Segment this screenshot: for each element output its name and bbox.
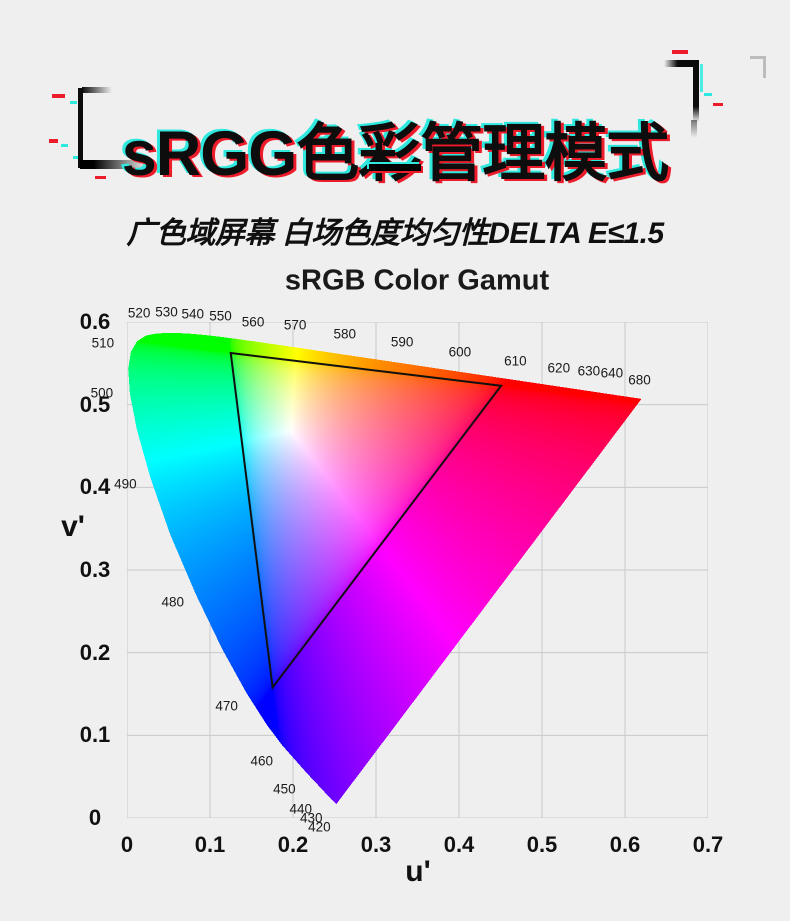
wavelength-label: 520 [127,305,151,321]
wavelength-label: 630 [577,363,601,379]
wavelength-label: 620 [547,360,571,376]
wavelength-label: 560 [241,314,265,330]
glitch-bracket-right-bar [693,60,699,122]
wavelength-label: 540 [181,306,205,322]
x-tick-label: 0.1 [194,832,226,857]
glitch-fragment [61,144,68,147]
wavelength-label: 420 [308,819,331,835]
glitch-fragment [691,120,697,138]
wavelength-label: 490 [114,476,137,492]
chromaticity-plot: 520 530 540 550 560 570 580 590 600 610 620 630 640 6… [91,304,708,835]
glitch-fragment [52,94,65,98]
y-tick-label: 0.6 [79,309,111,334]
y-tick-label: 0 [88,805,102,830]
page-subtitle: 广色域屏幕 白场色度均匀性DELTA E≤1.5 [126,216,664,250]
wavelength-label: 440 [289,801,313,817]
y-tick-label: 0.2 [79,639,111,665]
wavelength-label: 590 [390,334,414,350]
wavelength-label: 680 [628,372,651,388]
glitch-fragment [713,103,723,106]
glitch-fragment [49,139,58,143]
wavelength-label: 510 [91,335,115,351]
chromaticity-canvas [127,322,708,818]
glitch-fragment [700,64,703,92]
chart-title: sRGB Color Gamut [284,264,550,297]
wavelength-label: 430 [300,810,323,826]
wavelength-label: 550 [209,308,232,324]
glitch-bracket-left-bar [78,88,83,168]
wavelength-label: 470 [215,698,238,714]
x-tick-label: 0.4 [443,832,475,857]
wavelength-label: 460 [250,753,274,769]
glitch-bracket-right-bar [664,60,698,67]
wavelength-label: 480 [161,594,184,610]
glitch-fragment [763,56,766,78]
y-tick-label: 0.4 [79,474,111,500]
title-underline [369,164,421,171]
glitch-fragment [672,50,688,54]
x-tick-label: 0.2 [277,832,309,857]
y-tick-label: 0.5 [79,391,111,417]
x-axis-title: u' [405,855,431,888]
glitch-fragment [70,101,77,104]
wavelength-label: 530 [155,304,178,320]
x-tick-label: 0 [120,832,134,857]
glitch-fragment [704,93,712,96]
y-tick-label: 0.3 [79,557,111,582]
wavelength-label: 610 [504,353,527,369]
y-tick-label: 0.1 [79,722,111,748]
x-tick-label: 0.3 [360,832,392,857]
glitch-fragment [82,87,112,93]
wavelength-label: 500 [90,385,114,401]
glitch-fragment [750,56,766,59]
glitch-fragment [80,160,148,169]
x-tick-label: 0.5 [526,832,558,857]
x-tick-label: 0.7 [692,832,724,857]
glitch-fragment [73,156,78,159]
y-axis-title: v' [61,510,85,543]
wavelength-label: 640 [600,365,624,381]
glitch-fragment [95,176,106,179]
wavelength-label: 600 [448,344,472,360]
wavelength-label: 450 [273,781,296,797]
wavelength-label: 580 [333,326,356,342]
page-title: sRGG色彩管理模式 [121,119,670,190]
wavelength-label: 570 [283,317,307,333]
x-tick-label: 0.6 [609,832,641,857]
